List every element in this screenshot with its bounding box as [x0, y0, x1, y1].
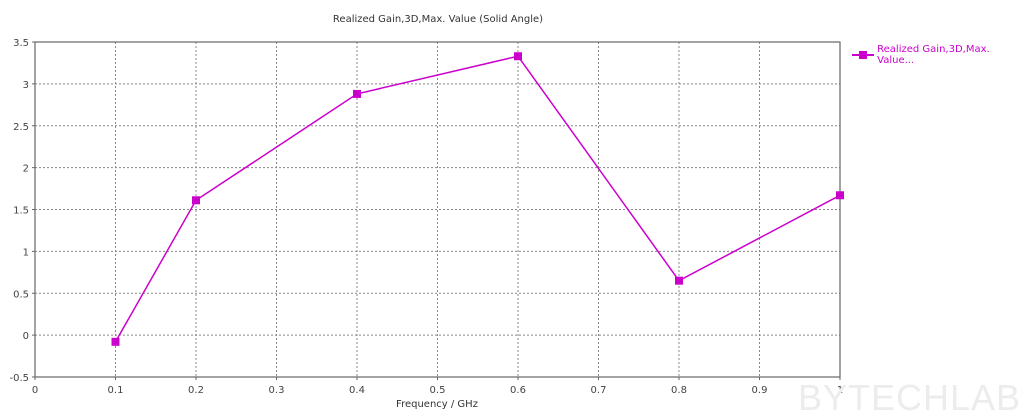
- y-tick-label: 0: [23, 331, 29, 342]
- x-tick-label: 0.3: [269, 385, 285, 396]
- x-tick-label: 0.4: [349, 385, 365, 396]
- x-tick-label: 0.1: [108, 385, 124, 396]
- data-point-marker: [111, 337, 120, 346]
- axes: [32, 41, 841, 380]
- y-tick-label: -0.5: [9, 373, 29, 384]
- x-tick-label: 0.9: [752, 385, 768, 396]
- data-series: [111, 52, 844, 346]
- data-point-marker: [353, 89, 361, 98]
- legend-marker-icon: [852, 50, 874, 60]
- y-tick-label: 2: [23, 164, 29, 175]
- y-tick-label: 3.5: [13, 38, 29, 49]
- x-tick-label: 0.5: [430, 385, 446, 396]
- legend-label: Realized Gain,3D,Max. Value...: [877, 44, 990, 66]
- data-point-marker: [836, 191, 844, 200]
- series-line: [114, 55, 841, 343]
- x-tick-label: 0.8: [671, 385, 687, 396]
- x-tick-label: 0: [32, 385, 38, 396]
- data-point-marker: [514, 52, 522, 61]
- data-point-marker: [192, 196, 200, 205]
- data-point-marker: [675, 276, 683, 285]
- chart-title: Realized Gain,3D,Max. Value (Solid Angle…: [332, 14, 544, 25]
- y-tick-label: 1: [23, 247, 29, 258]
- x-tick-label: 1: [837, 385, 843, 396]
- tick-labels: 0 0.1 0.2 0.3 0.4 0.5 0.6 0.7 0.8 0.9 1-0.500.511.…: [9, 38, 843, 396]
- x-tick-label: 0.2: [188, 385, 204, 396]
- y-tick-label: 1.5: [13, 206, 29, 217]
- y-tick-label: 3: [23, 80, 29, 91]
- legend: Realized Gain,3D,Max. Value...: [852, 44, 1024, 66]
- grid-lines: [35, 42, 840, 377]
- watermark: BYTECHLAB: [798, 377, 1022, 418]
- plot-frame: [34, 41, 841, 378]
- y-tick-label: 2.5: [13, 122, 29, 133]
- y-tick-label: 0.5: [13, 289, 29, 300]
- x-tick-label: 0.7: [591, 385, 607, 396]
- x-axis-label: Frequency / GHz: [396, 399, 478, 410]
- x-tick-label: 0.6: [510, 385, 526, 396]
